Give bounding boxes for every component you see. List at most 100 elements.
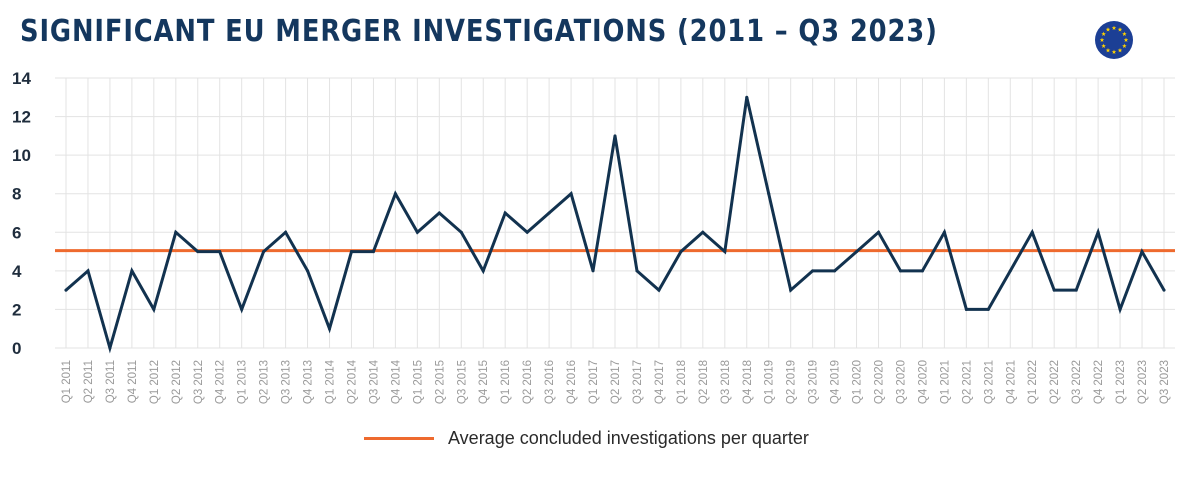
x-tick-label: Q2 2011 — [83, 360, 95, 403]
x-tick-label: Q1 2021 — [939, 360, 951, 404]
x-tick-label: Q1 2020 — [852, 360, 864, 404]
x-tick-label: Q2 2018 — [698, 360, 710, 404]
x-tick-label: Q2 2017 — [610, 360, 622, 404]
data-point — [152, 307, 156, 311]
data-point — [240, 307, 244, 311]
x-tick-label: Q3 2016 — [544, 360, 556, 404]
data-point — [1118, 307, 1122, 311]
data-point — [437, 211, 441, 215]
data-point — [1140, 250, 1144, 254]
data-point — [64, 288, 68, 292]
x-tick-label: Q2 2016 — [522, 360, 534, 404]
data-point — [349, 250, 353, 254]
data-point — [218, 250, 222, 254]
x-tick-label: Q2 2021 — [961, 360, 973, 404]
x-tick-label: Q4 2014 — [390, 359, 402, 404]
legend: Average concluded investigations per qua… — [364, 428, 809, 449]
x-tick-label: Q1 2014 — [325, 359, 337, 404]
data-point — [679, 250, 683, 254]
data-point — [920, 269, 924, 273]
data-point — [701, 230, 705, 234]
flag-star-icon — [1111, 25, 1117, 30]
flag-star-icon — [1111, 49, 1117, 54]
x-tick-label: Q1 2018 — [676, 360, 688, 404]
flag-star-icon — [1122, 43, 1127, 48]
x-tick-label: Q4 2016 — [566, 360, 578, 404]
x-tick-label: Q4 2015 — [478, 360, 490, 404]
flag-star-icon — [1101, 43, 1106, 48]
x-tick-label: Q2 2013 — [259, 360, 271, 404]
data-point — [284, 230, 288, 234]
data-point — [328, 327, 332, 331]
x-tick-label: Q3 2021 — [983, 360, 995, 404]
x-axis-ticks: Q1 2011 Q2 2011 Q3 2011 Q4 2011 Q1 2012 Q2 20… — [61, 359, 1171, 404]
data-point — [174, 230, 178, 234]
data-point — [964, 307, 968, 311]
data-point — [833, 269, 837, 273]
data-point — [525, 230, 529, 234]
data-point — [1030, 230, 1034, 234]
data-point — [371, 250, 375, 254]
x-tick-label: Q3 2017 — [632, 360, 644, 404]
data-point — [942, 230, 946, 234]
y-tick-label: 10 — [12, 146, 31, 165]
data-point — [898, 269, 902, 273]
data-point — [1162, 288, 1166, 292]
flag-star-icon — [1122, 31, 1127, 36]
x-tick-label: Q2 2019 — [786, 360, 798, 404]
x-tick-label: Q1 2017 — [588, 360, 600, 404]
flag-star-icon — [1101, 31, 1106, 36]
x-tick-label: Q2 2015 — [434, 360, 446, 404]
data-point — [657, 288, 661, 292]
x-tick-label: Q4 2012 — [215, 360, 227, 404]
data-point — [503, 211, 507, 215]
y-tick-label: 8 — [12, 185, 21, 204]
y-tick-label: 4 — [12, 262, 22, 281]
data-point — [1008, 269, 1012, 273]
data-point — [1096, 230, 1100, 234]
data-point — [393, 192, 397, 196]
data-point — [877, 230, 881, 234]
x-tick-label: Q2 2023 — [1137, 360, 1149, 404]
data-point — [306, 269, 310, 273]
x-tick-label: Q1 2013 — [237, 360, 249, 404]
x-tick-label: Q1 2016 — [500, 360, 512, 404]
flag-star-icon — [1123, 37, 1129, 42]
data-point — [723, 250, 727, 254]
y-tick-label: 12 — [12, 108, 31, 127]
data-point — [459, 230, 463, 234]
x-tick-label: Q4 2011 — [127, 360, 139, 403]
legend-label-average: Average concluded investigations per qua… — [448, 428, 809, 448]
x-tick-label: Q3 2022 — [1071, 360, 1083, 404]
x-tick-label: Q1 2019 — [764, 360, 776, 404]
x-tick-label: Q2 2020 — [874, 360, 886, 404]
data-point — [569, 192, 573, 196]
data-point — [86, 269, 90, 273]
data-point — [108, 346, 112, 350]
data-point — [613, 134, 617, 138]
flag-star-icon — [1105, 27, 1111, 32]
grid — [55, 77, 1175, 349]
data-point — [481, 269, 485, 273]
x-tick-label: Q1 2022 — [1027, 360, 1039, 404]
x-tick-label: Q3 2014 — [368, 359, 380, 404]
x-tick-label: Q3 2020 — [895, 360, 907, 404]
flag-star-icon — [1117, 47, 1123, 53]
data-point — [547, 211, 551, 215]
x-tick-label: Q3 2015 — [456, 360, 468, 404]
x-tick-label: Q1 2012 — [149, 360, 161, 404]
x-tick-label: Q4 2017 — [654, 360, 666, 404]
x-tick-label: Q4 2022 — [1093, 360, 1105, 404]
x-tick-label: Q3 2018 — [720, 360, 732, 404]
x-tick-label: Q4 2013 — [303, 360, 315, 404]
data-point — [767, 192, 771, 196]
data-point — [1074, 288, 1078, 292]
data-point — [986, 307, 990, 311]
x-tick-label: Q2 2014 — [346, 359, 358, 404]
flag-star-icon — [1117, 27, 1123, 32]
y-tick-label: 2 — [12, 300, 21, 319]
x-tick-label: Q1 2023 — [1115, 360, 1127, 404]
data-point — [635, 269, 639, 273]
x-tick-label: Q3 2019 — [808, 360, 820, 404]
